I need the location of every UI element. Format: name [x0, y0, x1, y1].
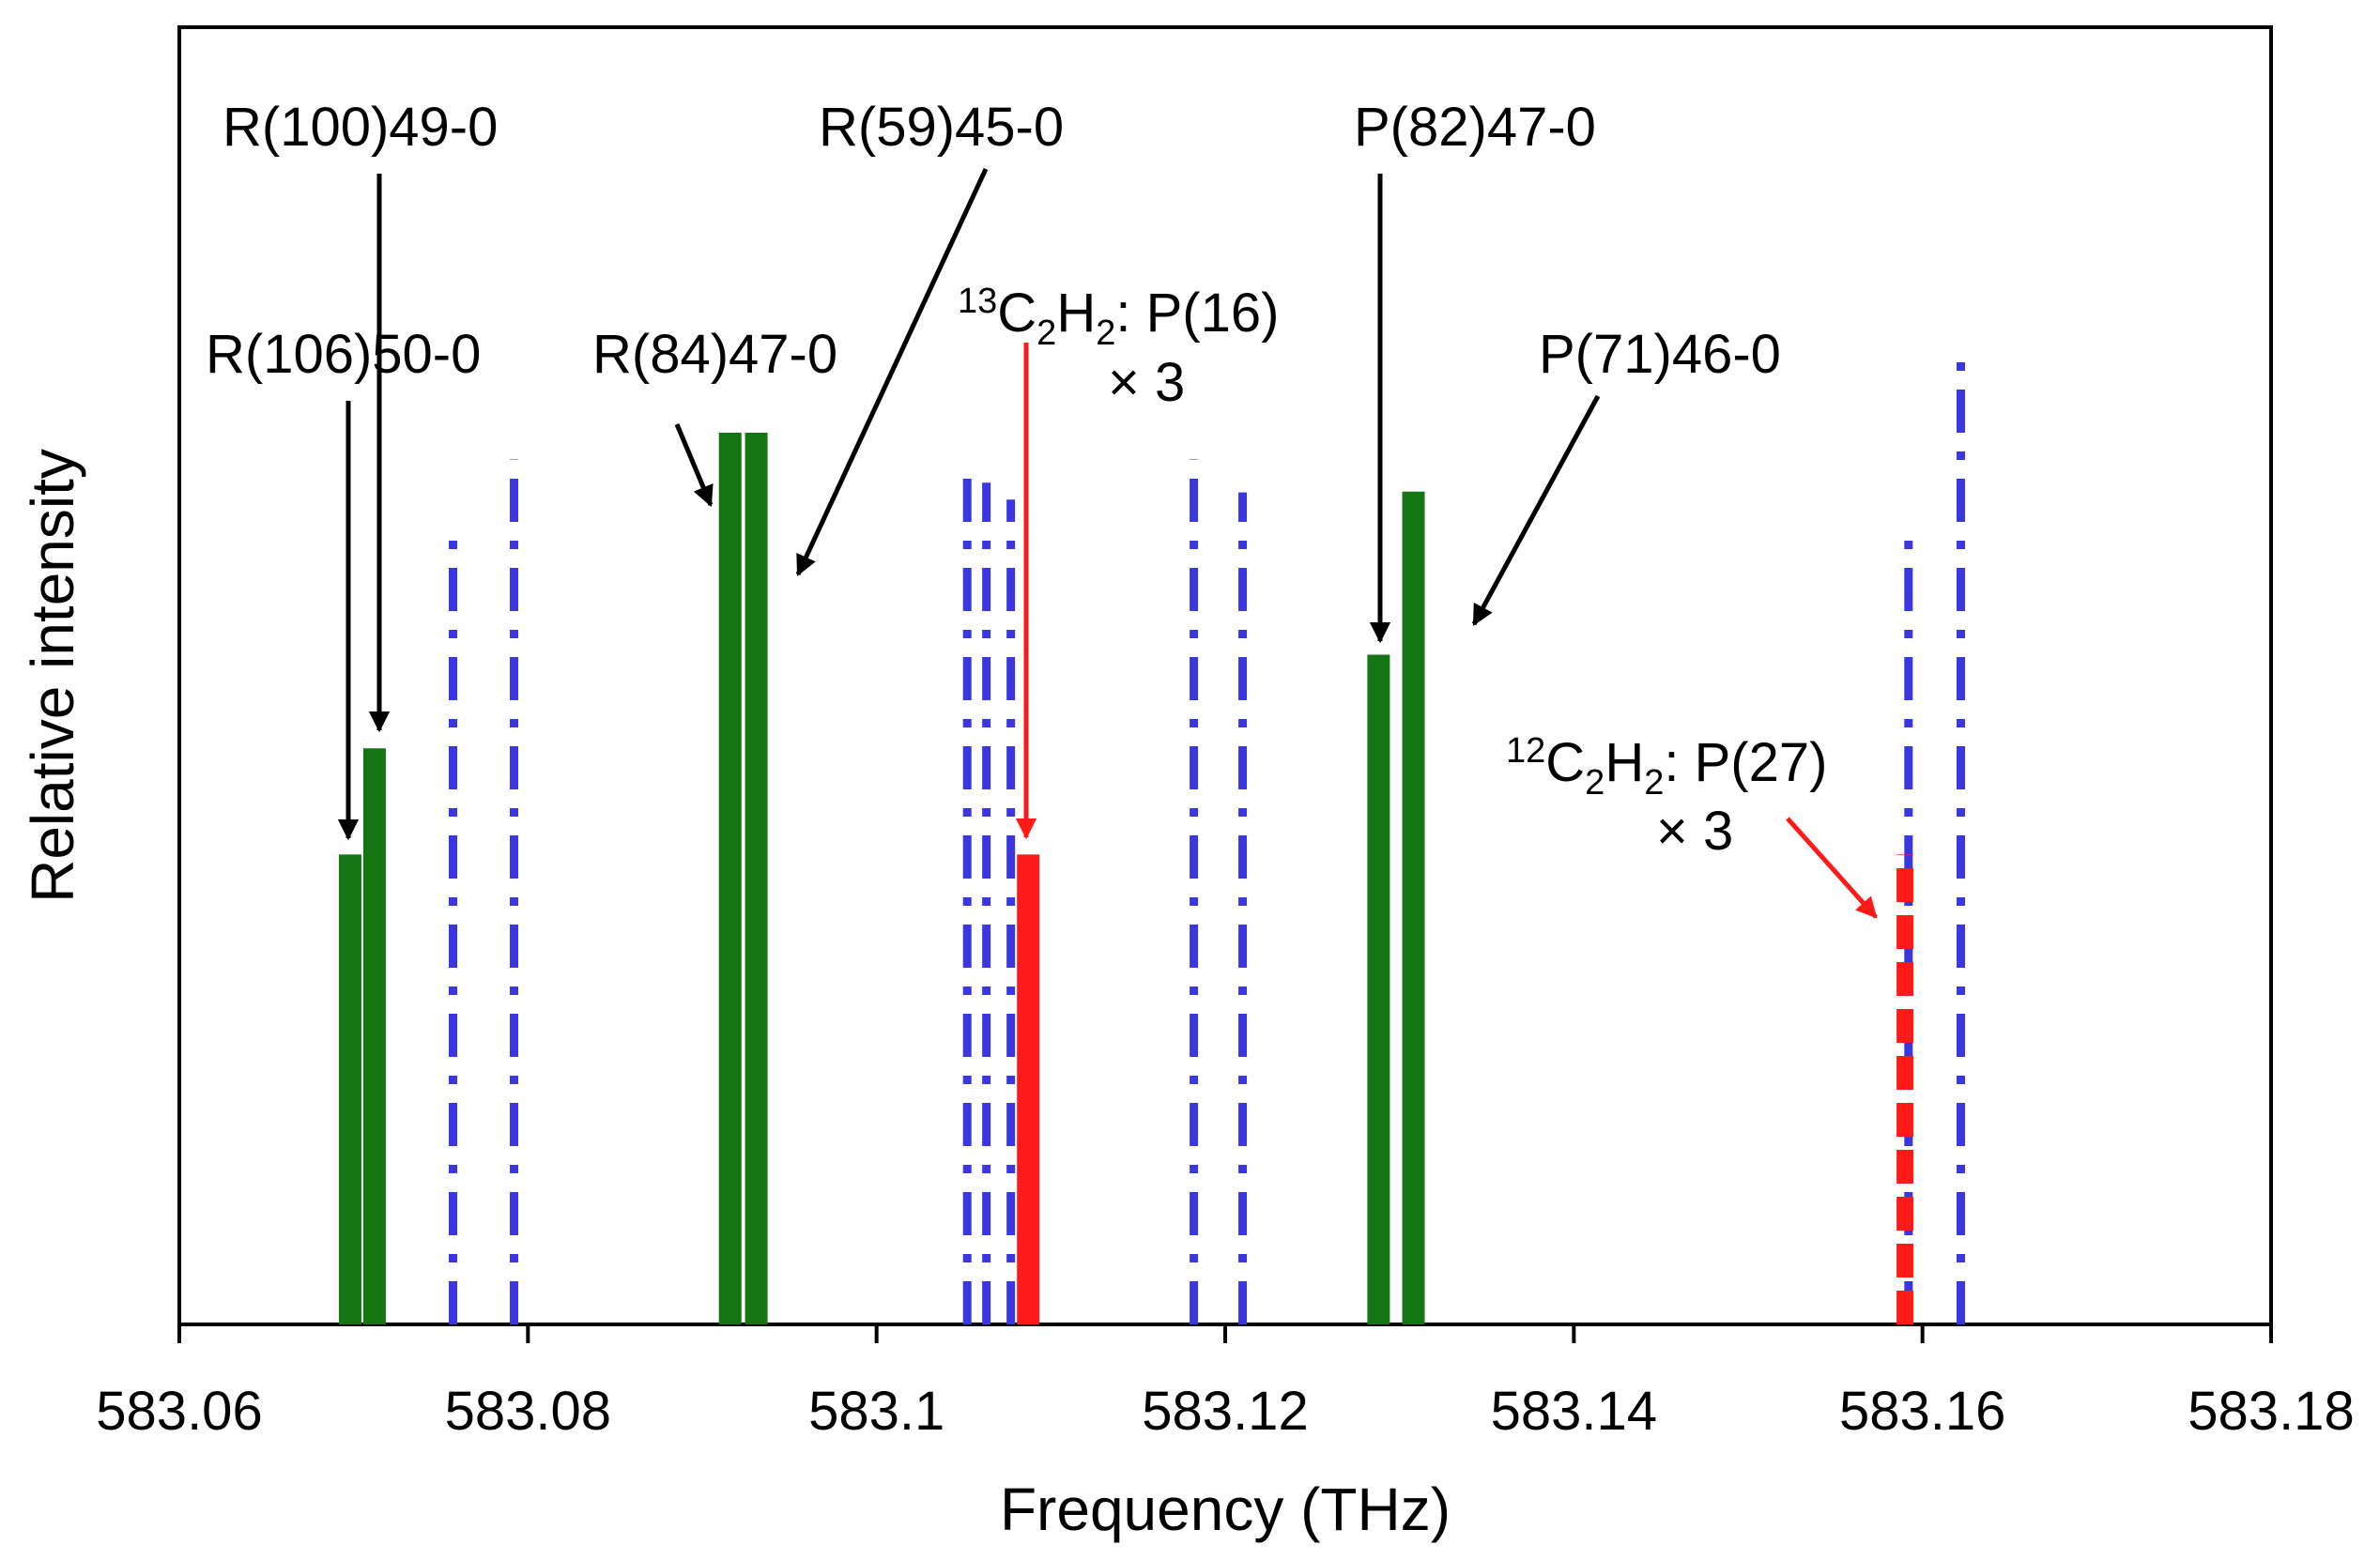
arrow-r59 — [795, 167, 989, 577]
annotation-p71: P(71)46-0 — [1539, 324, 1781, 385]
hydrogen-h: H — [1605, 732, 1644, 793]
x-axis-ticks — [177, 1324, 2273, 1343]
annotation-r106: R(106)50-0 — [206, 324, 481, 385]
annotation-13c2h2-multiplier: × 3 — [1108, 352, 1185, 413]
annotation-13c2h2: 13C2H2: P(16) — [958, 282, 1279, 353]
x-tick-label: 583.06 — [96, 1381, 262, 1442]
carbon-c: C — [1545, 732, 1585, 793]
hydrogen-sub: 2 — [1644, 763, 1664, 803]
spectral-lines — [338, 345, 1966, 1324]
transition-p27: : P(27) — [1664, 732, 1827, 793]
annotation-12c2h2-multiplier: × 3 — [1656, 801, 1733, 862]
annotation-p82: P(82)47-0 — [1354, 97, 1596, 158]
y-axis-label: Relative intensity — [19, 449, 86, 903]
carbon-c: C — [997, 283, 1036, 344]
x-tick-label: 583.14 — [1491, 1381, 1657, 1442]
x-axis-tick-labels: 583.06 583.08 583.1 583.12 583.14 583.16 583.1… — [96, 1381, 2354, 1442]
hydrogen-h: H — [1056, 283, 1096, 344]
annotation-r100: R(100)49-0 — [223, 97, 498, 158]
annotation-r59: R(59)45-0 — [819, 97, 1064, 158]
x-tick-label: 583.18 — [2188, 1381, 2354, 1442]
x-tick-label: 583.08 — [445, 1381, 611, 1442]
x-tick-label: 583.1 — [808, 1381, 944, 1442]
hydrogen-sub: 2 — [1096, 314, 1115, 353]
carbon-sub: 2 — [1036, 314, 1056, 353]
isotope-12-sup: 12 — [1506, 731, 1545, 771]
arrow-p71 — [1471, 394, 1601, 626]
x-tick-label: 583.16 — [1839, 1381, 2005, 1442]
arrow-12c2h2 — [1786, 817, 1878, 919]
annotation-r84: R(84)47-0 — [592, 324, 837, 385]
annotation-12c2h2: 12C2H2: P(27) — [1506, 731, 1827, 803]
x-axis-label: Frequency (THz) — [1000, 1476, 1451, 1543]
x-tick-label: 583.12 — [1142, 1381, 1308, 1442]
annotation-arrows — [337, 167, 1878, 919]
carbon-sub: 2 — [1585, 763, 1605, 803]
transition-p16: : P(16) — [1115, 283, 1279, 344]
isotope-13-sup: 13 — [958, 282, 997, 321]
arrow-r84 — [674, 423, 714, 508]
